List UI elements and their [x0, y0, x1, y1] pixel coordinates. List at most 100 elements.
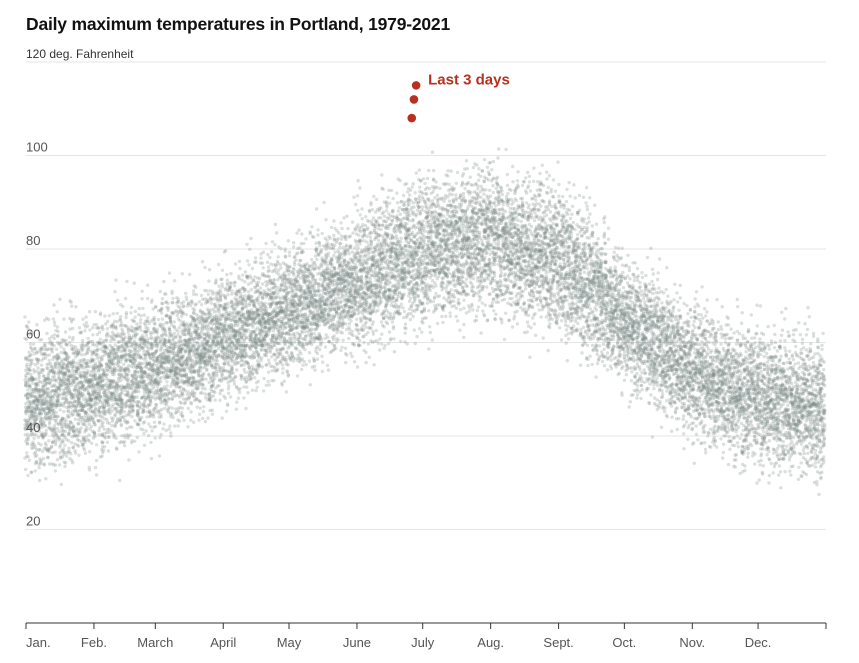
historical-point [50, 364, 54, 368]
historical-point [102, 427, 107, 431]
historical-point [222, 362, 227, 366]
historical-point [25, 437, 29, 441]
historical-point [107, 314, 112, 318]
historical-point [218, 294, 222, 299]
historical-point [58, 297, 62, 301]
historical-point [54, 418, 58, 422]
historical-point [237, 259, 242, 264]
historical-point [69, 320, 74, 324]
historical-point [260, 282, 265, 286]
historical-point [81, 317, 85, 321]
historical-point [274, 288, 279, 293]
historical-point [92, 358, 96, 362]
historical-point [264, 354, 269, 358]
historical-point [259, 256, 263, 260]
historical-point [44, 428, 48, 433]
historical-point [252, 304, 257, 308]
historical-point [262, 389, 266, 393]
historical-point [93, 432, 97, 436]
historical-point [104, 334, 109, 338]
historical-point [27, 368, 31, 372]
historical-point [220, 282, 224, 286]
historical-point [167, 397, 171, 401]
historical-point [28, 362, 33, 366]
historical-point [23, 394, 28, 398]
historical-point [85, 361, 89, 366]
historical-point [54, 378, 58, 382]
historical-point [67, 446, 71, 451]
historical-point [69, 300, 73, 304]
historical-point [80, 383, 85, 388]
historical-point [24, 427, 28, 432]
historical-point [135, 435, 139, 440]
historical-point [124, 400, 128, 404]
historical-point [55, 458, 60, 462]
historical-point [140, 334, 144, 338]
historical-point [168, 316, 172, 320]
historical-point [167, 331, 172, 336]
historical-point [255, 371, 259, 375]
historical-point [60, 425, 64, 429]
historical-point [94, 410, 98, 415]
historical-point [276, 255, 280, 259]
historical-point [239, 375, 244, 379]
historical-point [106, 435, 111, 439]
historical-point [88, 364, 92, 369]
historical-point [30, 347, 34, 351]
historical-point [243, 280, 247, 284]
historical-point [118, 317, 122, 321]
historical-point [52, 303, 56, 307]
historical-point [26, 455, 30, 459]
historical-point [29, 403, 34, 407]
historical-point [83, 358, 87, 362]
historical-point [28, 368, 32, 372]
historical-point [30, 377, 35, 381]
historical-point [27, 423, 31, 427]
historical-point [244, 323, 248, 328]
historical-point [57, 463, 62, 467]
historical-point [98, 337, 102, 342]
historical-point [199, 293, 204, 298]
historical-point [142, 409, 146, 414]
historical-point [25, 324, 29, 329]
historical-point [89, 378, 93, 382]
historical-point [25, 392, 30, 396]
historical-point [176, 377, 180, 381]
historical-point [273, 267, 278, 271]
historical-point [101, 327, 105, 332]
historical-point [129, 305, 134, 310]
historical-point [24, 375, 28, 379]
historical-point [137, 389, 141, 394]
historical-point [78, 331, 82, 335]
historical-point [230, 289, 234, 293]
historical-point [30, 358, 34, 362]
historical-point [219, 290, 223, 294]
historical-point [138, 406, 142, 410]
historical-point [42, 463, 47, 467]
historical-point [27, 384, 32, 388]
historical-point [174, 335, 178, 339]
historical-point [120, 404, 124, 409]
historical-point [93, 465, 98, 470]
historical-point [152, 420, 157, 424]
historical-point [133, 373, 137, 377]
historical-point [31, 377, 35, 381]
historical-point [256, 280, 261, 284]
historical-point [242, 396, 246, 400]
historical-point [266, 265, 271, 269]
historical-point [30, 414, 35, 418]
historical-point [29, 345, 33, 350]
historical-point [26, 409, 31, 414]
historical-point [25, 451, 29, 455]
historical-point [27, 424, 31, 429]
historical-point [183, 350, 187, 354]
historical-point [97, 326, 101, 330]
historical-point [227, 384, 231, 388]
historical-point [251, 313, 256, 317]
historical-point [27, 425, 31, 430]
historical-point [116, 340, 121, 344]
historical-point [37, 376, 41, 380]
historical-point [160, 297, 165, 301]
historical-point [183, 332, 188, 337]
historical-point [160, 407, 164, 412]
